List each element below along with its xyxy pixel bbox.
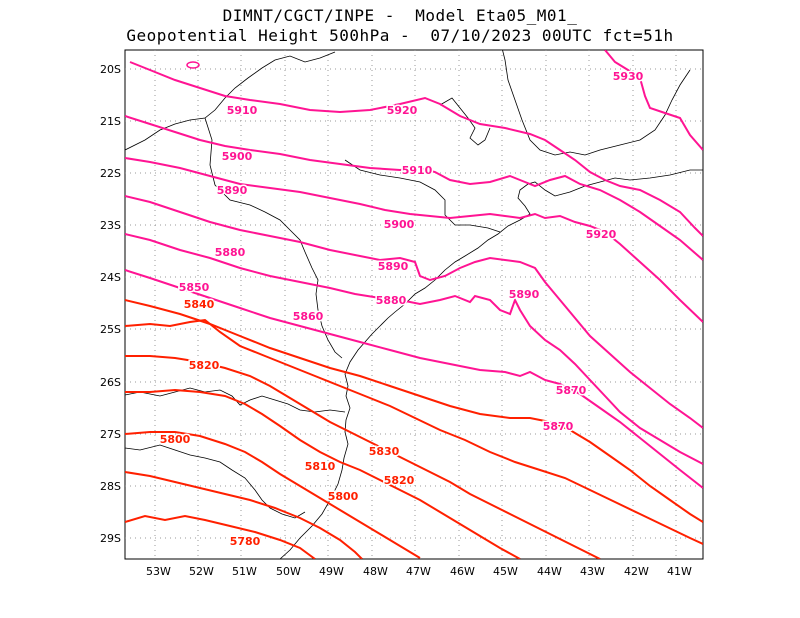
contour-label: 5890 [509,288,540,301]
contour-line [125,355,601,559]
contour-line [125,233,703,465]
lon-label: 42W [624,565,649,578]
contour-label: 5890 [378,260,409,273]
contour-label: 5920 [586,228,617,241]
contour-label: 5820 [384,474,415,487]
latitude-axis: 20S 21S 22S 23S 24S 25S 26S 27S 28S 29S [100,63,121,545]
contour-label: 5810 [305,460,336,473]
lon-label: 48W [363,565,388,578]
lon-label: 47W [406,565,431,578]
contour-label: 5910 [402,164,433,177]
contour-label: 5890 [217,184,248,197]
contour-line [125,299,703,523]
contour-line [125,431,421,559]
coastline [279,169,703,559]
lon-label: 49W [319,565,344,578]
contour-label: 5850 [179,281,210,294]
contour-line [125,471,363,559]
lon-label: 52W [189,565,214,578]
contour-label: 5880 [215,246,246,259]
contour-label: 5780 [230,535,261,548]
longitude-axis: 53W 52W 51W 50W 49W 48W 47W 46W 45W 44W … [146,565,692,578]
contour-label: 5880 [376,294,407,307]
lat-label: 25S [100,323,121,336]
contour-line [125,269,703,489]
state-border-5 [344,159,501,233]
state-border-7 [584,69,691,156]
contour-label: 5900 [384,218,415,231]
contour-label: 5860 [293,310,324,323]
bay-detail [439,97,491,146]
lat-label: 26S [100,376,121,389]
lon-label: 50W [276,565,301,578]
contour-label: 5930 [613,70,644,83]
lon-label: 44W [537,565,562,578]
contour-label: 5920 [387,104,418,117]
closed-contour [186,61,200,69]
contour-label: 5800 [160,433,191,446]
state-border-6 [502,50,586,156]
state-border-1 [125,51,336,151]
contour-label: 5870 [556,384,587,397]
lat-label: 29S [100,532,121,545]
lat-label: 28S [100,480,121,493]
contour-line [125,115,703,261]
contour-label: 5870 [543,420,574,433]
lat-label: 21S [100,115,121,128]
state-border-4 [125,444,306,519]
coastline-and-borders [125,50,703,559]
contour-label: 5840 [184,298,215,311]
lon-label: 53W [146,565,171,578]
contour-line [129,61,703,237]
title-line-1: DIMNT/CGCT/INPE - Model Eta05_M01_ [222,6,578,25]
contour-line [125,388,521,559]
lat-label: 22S [100,167,121,180]
contour-label: 5910 [227,104,258,117]
lat-label: 27S [100,428,121,441]
contour-label: 5830 [369,445,400,458]
contour-label: 5900 [222,150,253,163]
title-line-2: Geopotential Height 500hPa - 07/10/2023 … [126,26,674,45]
lat-label: 20S [100,63,121,76]
lon-label: 45W [493,565,518,578]
state-border-3 [125,387,346,413]
contour-line [125,157,703,323]
contour-line [604,50,703,151]
lat-label: 24S [100,271,121,284]
contour-labels: 5930 5920 5920 5910 5910 5900 5900 5890 5890 5890… [158,69,645,550]
map-frame [124,49,704,560]
height-contours [125,50,703,559]
contour-label: 5820 [189,359,220,372]
lat-label: 23S [100,219,121,232]
contour-line [125,318,703,545]
lon-label: 51W [232,565,257,578]
state-border-2 [204,117,343,359]
lon-label: 46W [450,565,475,578]
contour-line [125,195,703,429]
lon-label: 41W [667,565,692,578]
contour-line [125,514,316,559]
lon-label: 43W [580,565,605,578]
contour-label: 5800 [328,490,359,503]
